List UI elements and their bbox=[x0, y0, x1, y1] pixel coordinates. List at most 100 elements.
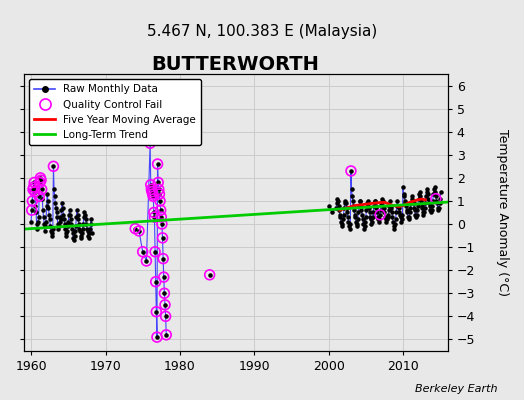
Point bbox=[362, 214, 370, 220]
Point bbox=[73, 207, 81, 213]
Point bbox=[344, 218, 353, 225]
Point bbox=[154, 179, 162, 186]
Text: 5.467 N, 100.383 E (Malaysia): 5.467 N, 100.383 E (Malaysia) bbox=[147, 24, 377, 39]
Point bbox=[345, 223, 353, 230]
Point bbox=[30, 188, 39, 195]
Point bbox=[131, 226, 139, 232]
Point bbox=[377, 207, 385, 213]
Point bbox=[79, 226, 87, 232]
Point bbox=[428, 202, 436, 209]
Point bbox=[54, 226, 62, 232]
Point bbox=[46, 223, 54, 230]
Point bbox=[72, 214, 81, 220]
Point bbox=[418, 205, 427, 211]
Point bbox=[161, 313, 170, 320]
Point bbox=[402, 207, 411, 213]
Point bbox=[66, 207, 74, 213]
Point bbox=[402, 202, 410, 209]
Point bbox=[150, 209, 158, 216]
Point bbox=[355, 198, 364, 204]
Point bbox=[155, 191, 163, 197]
Point bbox=[66, 212, 74, 218]
Point bbox=[42, 202, 51, 209]
Point bbox=[30, 188, 39, 195]
Point bbox=[84, 232, 92, 239]
Point bbox=[158, 235, 167, 241]
Point bbox=[58, 200, 67, 206]
Point bbox=[40, 221, 48, 227]
Point bbox=[419, 209, 427, 216]
Point bbox=[361, 223, 369, 230]
Point bbox=[350, 207, 358, 213]
Point bbox=[205, 272, 214, 278]
Point bbox=[160, 274, 168, 280]
Point bbox=[154, 161, 162, 167]
Point bbox=[28, 207, 36, 213]
Point bbox=[30, 179, 38, 186]
Point bbox=[384, 214, 392, 220]
Point bbox=[396, 214, 405, 220]
Point bbox=[148, 191, 157, 197]
Point bbox=[389, 223, 398, 230]
Point bbox=[50, 186, 58, 193]
Point bbox=[157, 207, 165, 213]
Point bbox=[425, 202, 434, 209]
Point bbox=[386, 202, 395, 209]
Point bbox=[358, 216, 367, 223]
Point bbox=[368, 218, 376, 225]
Point bbox=[36, 179, 44, 186]
Point bbox=[149, 193, 157, 200]
Point bbox=[378, 198, 387, 204]
Point bbox=[45, 212, 53, 218]
Point bbox=[60, 216, 68, 223]
Point bbox=[424, 196, 433, 202]
Point bbox=[372, 202, 380, 209]
Point bbox=[29, 184, 38, 190]
Point bbox=[380, 209, 389, 216]
Point bbox=[421, 200, 430, 206]
Point bbox=[404, 214, 412, 220]
Point bbox=[138, 248, 147, 255]
Point bbox=[381, 216, 390, 223]
Point bbox=[152, 308, 160, 315]
Point bbox=[57, 207, 66, 213]
Point bbox=[361, 218, 369, 225]
Point bbox=[349, 202, 357, 209]
Point bbox=[154, 161, 162, 167]
Point bbox=[427, 209, 435, 216]
Point bbox=[68, 226, 76, 232]
Point bbox=[87, 216, 95, 223]
Point bbox=[83, 228, 92, 234]
Point bbox=[395, 205, 403, 211]
Point bbox=[375, 218, 383, 225]
Point bbox=[416, 193, 424, 200]
Y-axis label: Temperature Anomaly (°C): Temperature Anomaly (°C) bbox=[496, 129, 509, 296]
Point bbox=[419, 212, 428, 218]
Point bbox=[370, 198, 379, 204]
Point bbox=[357, 202, 365, 209]
Point bbox=[387, 205, 396, 211]
Point bbox=[344, 214, 352, 220]
Point bbox=[386, 198, 394, 204]
Point bbox=[347, 168, 355, 174]
Point bbox=[354, 216, 362, 223]
Point bbox=[34, 218, 42, 225]
Point bbox=[333, 200, 341, 206]
Point bbox=[362, 207, 370, 213]
Point bbox=[405, 216, 413, 223]
Point bbox=[63, 228, 71, 234]
Point bbox=[147, 182, 155, 188]
Point bbox=[153, 334, 161, 340]
Point bbox=[35, 193, 43, 200]
Point bbox=[150, 214, 159, 220]
Point bbox=[406, 205, 414, 211]
Point bbox=[151, 278, 160, 285]
Point bbox=[79, 221, 88, 227]
Point bbox=[158, 221, 166, 227]
Point bbox=[384, 212, 392, 218]
Point bbox=[159, 256, 167, 262]
Point bbox=[157, 207, 165, 213]
Point bbox=[367, 221, 376, 227]
Point bbox=[389, 218, 397, 225]
Point bbox=[371, 198, 379, 204]
